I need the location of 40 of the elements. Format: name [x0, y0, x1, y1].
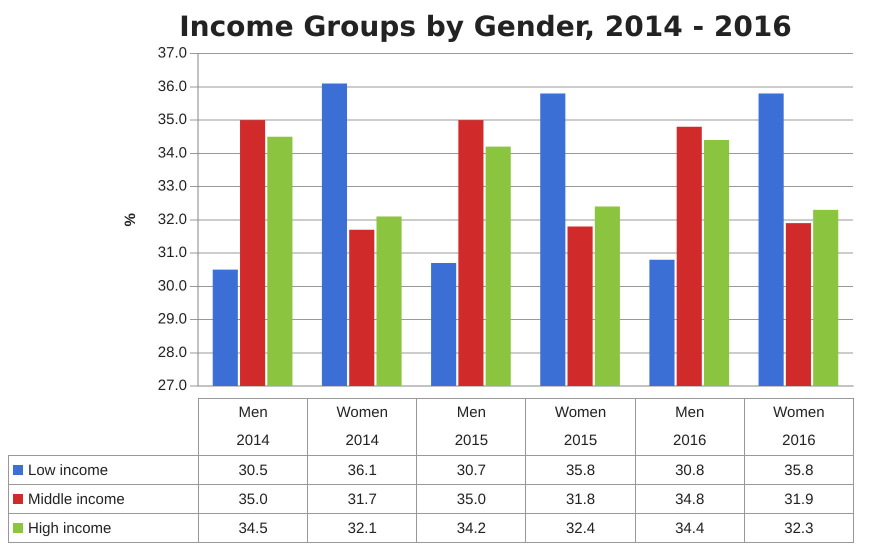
y-tick-label: 32.0	[158, 210, 187, 228]
data-label: 30.7	[416, 456, 526, 484]
data-label: 32.1	[308, 514, 417, 542]
y-tick-label: 37.0	[158, 44, 187, 62]
data-label: 32.3	[744, 514, 854, 542]
data-label: 35.0	[416, 484, 526, 514]
y-tick-label: 34.0	[158, 144, 187, 162]
x-tick-label: Women 2016	[744, 398, 854, 456]
y-tick-label: 29.0	[158, 310, 187, 328]
data-label: 35.8	[744, 456, 854, 484]
data-label: 32.4	[526, 514, 636, 542]
data-label: 34.8	[635, 484, 744, 514]
legend-label: Low income	[28, 462, 108, 478]
data-label: 35.0	[198, 484, 308, 514]
chart-title: Income Groups by Gender, 2014 - 2016	[179, 10, 792, 44]
x-tick-label: Men 2016	[635, 398, 744, 456]
data-label: 31.7	[308, 484, 417, 514]
legend-label: High income	[28, 520, 112, 536]
y-axis-title: %	[122, 213, 140, 226]
data-label: 35.8	[526, 456, 636, 484]
x-tick-label: Men 2014	[198, 398, 308, 456]
legend-label: Middle income	[28, 490, 125, 508]
y-tick-label: 27.0	[158, 377, 187, 394]
x-tick-label: Women 2014	[308, 398, 417, 456]
y-tick-label: 28.0	[158, 344, 187, 361]
x-tick-label: Men 2015	[416, 398, 526, 456]
y-tick-label: 35.0	[158, 111, 187, 128]
data-label: 34.5	[198, 514, 308, 542]
data-label: 30.5	[198, 456, 308, 484]
data-label: 34.4	[635, 514, 744, 542]
data-label: 30.8	[635, 456, 744, 484]
y-tick-label: 31.0	[158, 244, 187, 262]
y-tick-label: 33.0	[158, 178, 187, 195]
data-label: 36.1	[308, 456, 417, 484]
data-label: 31.8	[526, 484, 636, 514]
x-tick-label: Women 2015	[526, 398, 636, 456]
data-label: 34.2	[416, 514, 526, 542]
data-label: 31.9	[744, 484, 854, 514]
y-tick-label: 36.0	[158, 78, 187, 95]
y-tick-label: 30.0	[158, 277, 187, 294]
